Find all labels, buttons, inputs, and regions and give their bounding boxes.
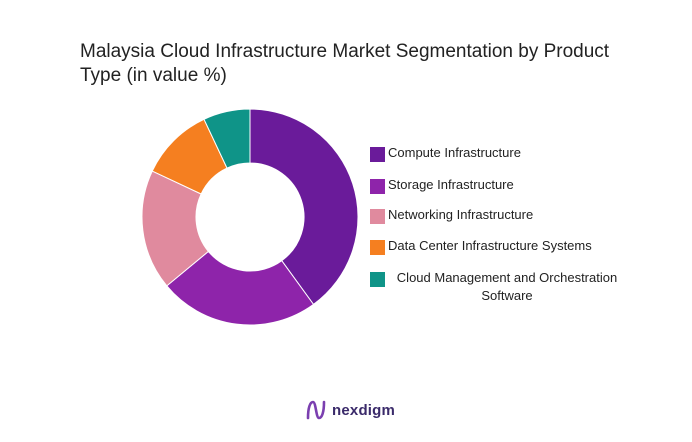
legend-item-networking[interactable]: Networking Infrastructure: [370, 206, 533, 224]
legend-label-data-center: Data Center Infrastructure Systems: [388, 238, 592, 253]
legend-swatch-storage: [370, 179, 385, 194]
legend-item-cloud-management[interactable]: Cloud Management and Orchestration Softw…: [370, 269, 627, 305]
legend-swatch-cloud-management: [370, 272, 385, 287]
brand-logo: nexdigm: [305, 398, 395, 422]
legend-swatch-data-center: [370, 240, 385, 255]
donut-slice-compute[interactable]: [249, 108, 359, 306]
donut-slice-storage[interactable]: [166, 250, 315, 326]
legend-swatch-compute: [370, 147, 385, 162]
legend-item-storage[interactable]: Storage Infrastructure: [370, 176, 514, 194]
legend-label-storage: Storage Infrastructure: [388, 177, 514, 192]
brand-name: nexdigm: [332, 401, 396, 419]
legend-swatch-networking: [370, 209, 385, 224]
legend-item-compute[interactable]: Compute Infrastructure: [370, 144, 521, 162]
legend-label-networking: Networking Infrastructure: [388, 207, 534, 222]
chart-title: Malaysia Cloud Infrastructure Market Seg…: [80, 41, 610, 86]
legend-item-data-center[interactable]: Data Center Infrastructure Systems: [370, 237, 592, 255]
legend-label-compute: Compute Infrastructure: [388, 145, 521, 160]
donut-slice-networking[interactable]: [141, 170, 210, 287]
nexdigm-logo-icon: [306, 400, 326, 420]
legend-label-cloud-management: Cloud Management and Orchestration Softw…: [396, 270, 618, 303]
donut-slice-cloud-management[interactable]: [203, 108, 251, 169]
